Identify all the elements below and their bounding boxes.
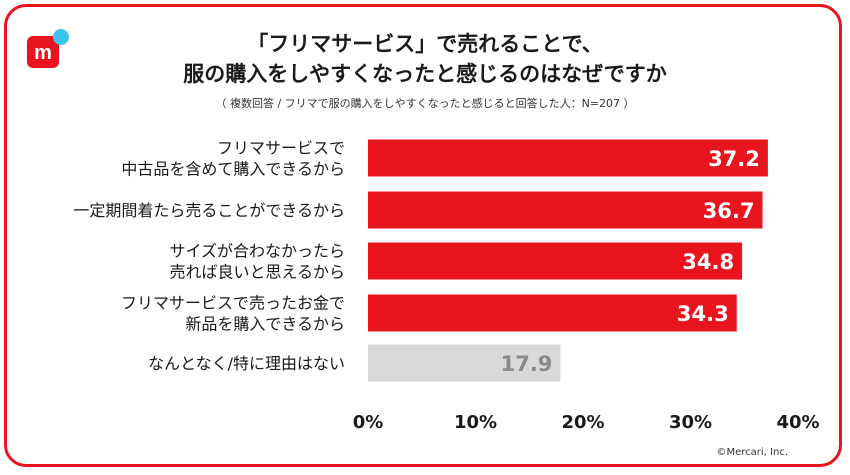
- category-label: サイズが合わなかったら: [169, 242, 345, 261]
- bar-value-label: 37.2: [708, 147, 760, 171]
- category-label: フリマサービスで: [217, 139, 345, 158]
- bar: [368, 242, 743, 280]
- bar: [368, 191, 763, 229]
- x-tick-label: 10%: [454, 412, 497, 433]
- bar: [368, 344, 561, 382]
- copyright-text: ©Mercari, Inc.: [716, 447, 788, 458]
- category-label: 新品を購入できるから: [185, 315, 345, 334]
- category-label: 一定期間着たら売ることができるから: [73, 201, 345, 220]
- category-label: なんとなく/特に理由はない: [148, 354, 345, 373]
- bar: [368, 139, 768, 177]
- svg-text:m: m: [34, 42, 52, 64]
- mercari-logo-icon: m: [27, 29, 69, 68]
- bar-value-label: 34.3: [677, 302, 729, 326]
- x-tick-label: 40%: [776, 412, 819, 433]
- chart-title-line1: 「フリマサービス」で売れることで、: [247, 32, 603, 56]
- x-tick-label: 0%: [353, 412, 384, 433]
- chart-subtitle: （ 複数回答 / フリマで服の購入をしやすくなったと感じると回答した人：N=20…: [215, 97, 635, 110]
- category-label: 中古品を含めて購入できるから: [121, 160, 345, 179]
- category-label: 売れば良いと思えるから: [169, 263, 345, 282]
- bar: [368, 294, 737, 332]
- category-label: フリマサービスで売ったお金で: [121, 294, 345, 313]
- x-tick-label: 30%: [669, 412, 712, 433]
- bar-value-label: 17.9: [501, 352, 553, 376]
- bar-value-label: 36.7: [703, 199, 755, 223]
- bar-value-label: 34.8: [682, 250, 734, 274]
- x-tick-label: 20%: [561, 412, 604, 433]
- chart-title-line2: 服の購入をしやすくなったと感じるのはなぜですか: [183, 62, 667, 86]
- card-frame: [4, 4, 842, 467]
